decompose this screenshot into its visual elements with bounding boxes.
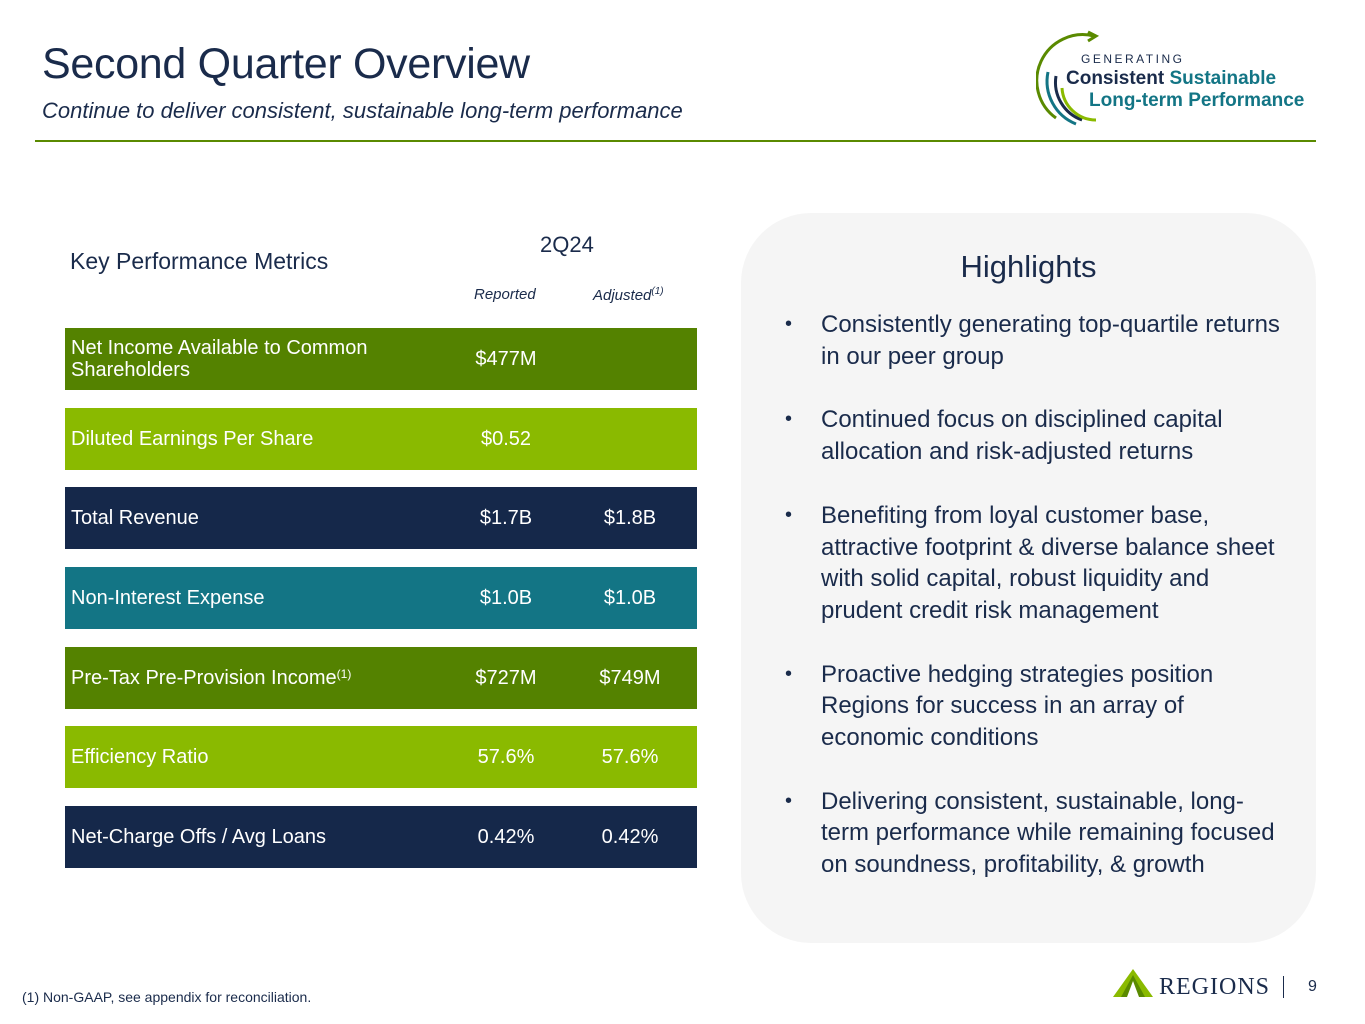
logo-generating: GENERATING [1081, 52, 1185, 66]
metric-label-text: Net Income Available to Common Sharehold… [71, 337, 368, 381]
logo-line-1: Consistent Sustainable [1066, 68, 1276, 90]
metric-adjusted: 57.6% [601, 745, 659, 768]
logo-long-term: Long-term Performance [1089, 90, 1305, 111]
metric-label-text: Efficiency Ratio [71, 746, 209, 768]
highlights-panel: Highlights Consistently generating top-q… [741, 213, 1316, 943]
page-number: 9 [1308, 978, 1317, 995]
metric-label-text: Non-Interest Expense [71, 587, 265, 609]
metric-label: Non-Interest Expense [71, 567, 451, 629]
footnote: (1) Non-GAAP, see appendix for reconcili… [22, 989, 312, 1005]
metric-reported: 57.6% [477, 745, 535, 768]
metric-adjusted: $749M [599, 666, 661, 689]
metric-label-text: Diluted Earnings Per Share [71, 428, 314, 450]
generating-logo: GENERATING Consistent Sustainable Long-t… [1036, 28, 1326, 132]
metric-label-text: Net-Charge Offs / Avg Loans [71, 826, 326, 848]
highlights-list: Consistently generating top-quartile ret… [785, 309, 1285, 913]
metric-label: Total Revenue [71, 487, 451, 549]
metric-row: Net Income Available to Common Sharehold… [65, 328, 697, 390]
metric-reported: $1.7B [479, 506, 533, 529]
metric-reported: $1.0B [479, 586, 533, 609]
metric-adjusted [570, 408, 690, 470]
metric-reported: 0.42% [477, 825, 535, 848]
column-reported: Reported [474, 286, 536, 303]
metric-label: Efficiency Ratio [71, 726, 451, 788]
metric-row: Total Revenue $1.7B $1.8B [65, 487, 697, 549]
highlight-item: Continued focus on disciplined capital a… [785, 404, 1285, 467]
highlight-item: Proactive hedging strategies position Re… [785, 659, 1285, 754]
metric-adjusted: $1.8B [603, 506, 657, 529]
metric-row: Efficiency Ratio 57.6% 57.6% [65, 726, 697, 788]
highlight-item: Delivering consistent, sustainable, long… [785, 786, 1285, 881]
page-title: Second Quarter Overview [42, 40, 530, 88]
metric-label: Net-Charge Offs / Avg Loans [71, 806, 451, 868]
metric-label-note: (1) [336, 667, 352, 681]
metrics-heading: Key Performance Metrics [70, 248, 329, 274]
metric-label-text: Total Revenue [71, 507, 199, 529]
regions-logo: REGIONS [1113, 966, 1303, 1002]
logo-ring-icon [1036, 30, 1100, 126]
metric-label: Net Income Available to Common Sharehold… [71, 328, 451, 390]
metric-adjusted: $1.0B [603, 586, 657, 609]
metric-row: Pre-Tax Pre-Provision Income (1) $727M $7… [65, 647, 697, 709]
regions-triangle-icon [1113, 969, 1153, 997]
metric-row: Diluted Earnings Per Share $0.52 [65, 408, 697, 470]
column-adjusted: Adjusted(1) [593, 286, 664, 304]
metric-row: Non-Interest Expense $1.0B $1.0B [65, 567, 697, 629]
highlights-title: Highlights [960, 249, 1097, 284]
logo-consistent: Consistent [1066, 68, 1165, 89]
regions-wordmark: REGIONS [1159, 974, 1271, 1000]
metric-label: Pre-Tax Pre-Provision Income (1) [71, 647, 451, 709]
header-divider [35, 140, 1316, 142]
metric-label-text: Pre-Tax Pre-Provision Income [71, 667, 337, 689]
page-subtitle: Continue to deliver consistent, sustaina… [42, 98, 683, 123]
highlight-item: Benefiting from loyal customer base, att… [785, 500, 1285, 627]
metric-label: Diluted Earnings Per Share [71, 408, 451, 470]
period-label: 2Q24 [540, 232, 594, 257]
highlight-item: Consistently generating top-quartile ret… [785, 309, 1285, 372]
metric-reported: $0.52 [480, 427, 532, 450]
metric-row: Net-Charge Offs / Avg Loans 0.42% 0.42% [65, 806, 697, 868]
metric-reported: $477M [475, 347, 537, 370]
footer-separator [1283, 976, 1284, 998]
column-adjusted-note: (1) [651, 286, 664, 297]
metric-adjusted: 0.42% [601, 825, 659, 848]
metric-reported: $727M [475, 666, 537, 689]
logo-sustainable: Sustainable [1169, 68, 1277, 89]
column-adjusted-label: Adjusted [593, 287, 652, 304]
metric-adjusted [570, 328, 690, 390]
